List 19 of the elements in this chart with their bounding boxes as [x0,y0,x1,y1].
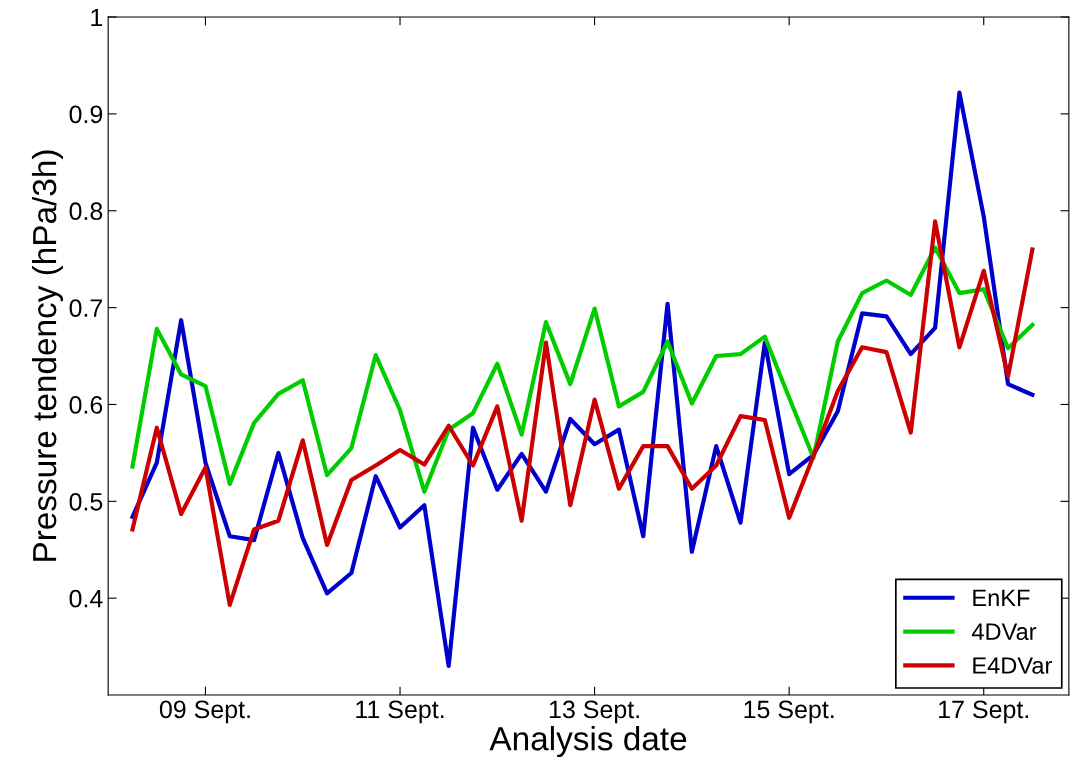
y-tick-label: 1 [91,8,103,27]
y-tick-label: 0.4 [69,589,103,608]
x-tick-label: 15 Sept. [744,700,834,724]
x-tick-label: 13 Sept. [549,700,639,724]
y-tick-label: 0.5 [69,492,103,511]
line-series [130,245,1035,494]
y-axis-title: Pressure tendency (hPa/3h) [31,150,63,561]
x-tick-label: 09 Sept. [159,700,250,724]
x-tick-label: 17 Sept. [939,700,1029,724]
legend-label: EnKF [973,589,1030,606]
x-axis-title: Analysis date [489,726,687,758]
x-tick-label: 11 Sept. [356,700,444,724]
legend-label: E4DVar [973,657,1052,674]
y-tick-label: 0.7 [69,299,103,317]
y-tick-label: 0.9 [69,105,103,124]
legend-label: 4DVar [971,623,1037,641]
line-series [130,219,1035,608]
y-tick-label: 0.6 [69,396,103,414]
y-tick-label: 0.8 [69,202,103,221]
